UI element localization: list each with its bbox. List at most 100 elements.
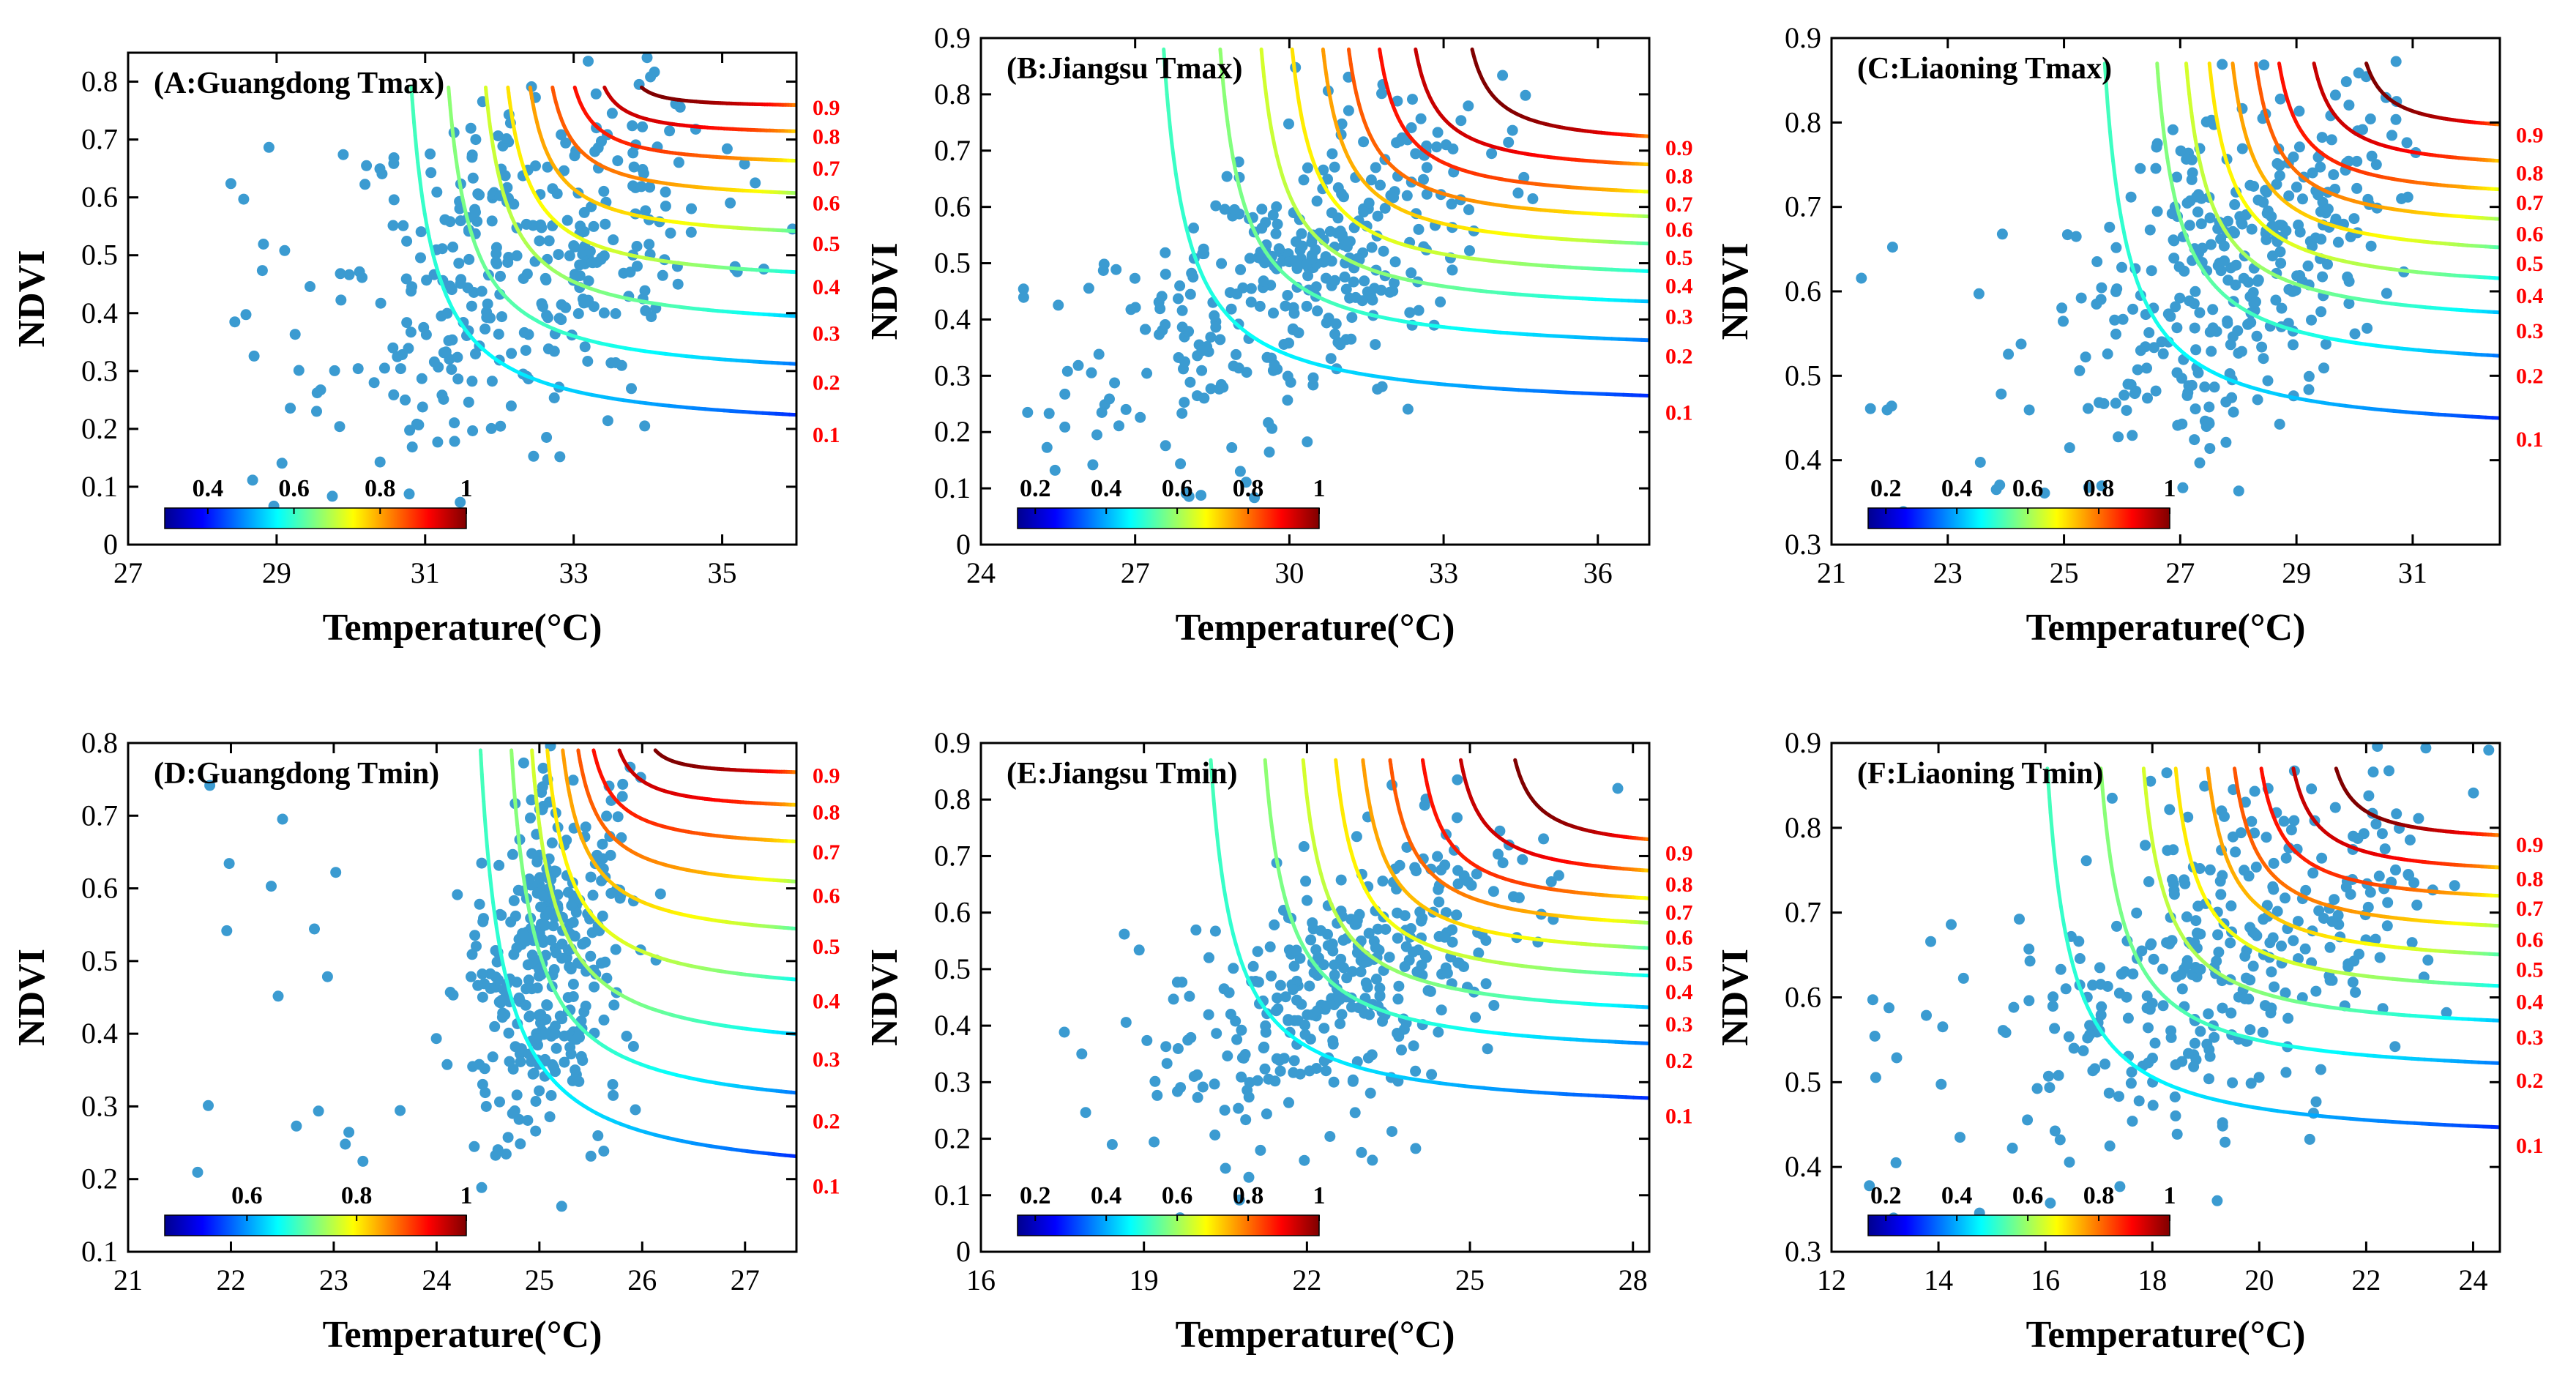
data-point (1418, 173, 1429, 185)
data-point (1996, 388, 2007, 400)
data-point (1392, 993, 1404, 1005)
data-point (1264, 941, 1276, 952)
data-point (466, 149, 478, 161)
data-point (627, 1041, 639, 1052)
y-tick-label: 0.7 (81, 799, 118, 832)
data-point (2260, 184, 2271, 196)
data-point (266, 881, 277, 892)
data-point (2343, 100, 2355, 111)
data-point (626, 383, 637, 395)
data-point (1225, 303, 1237, 315)
data-point (1402, 403, 1414, 415)
data-point (449, 417, 460, 429)
data-point (238, 193, 250, 205)
data-point (496, 1012, 508, 1023)
y-tick-label: 0.2 (81, 412, 118, 445)
panel-title: (C:Liaoning Tmax) (1857, 52, 2112, 86)
data-point (400, 394, 411, 406)
data-point (1377, 876, 1389, 887)
data-point (1344, 292, 1356, 304)
data-point (2220, 436, 2232, 448)
panel-title: (B:Jiangsu Tmax) (1007, 52, 1242, 86)
data-point (2074, 953, 2086, 964)
data-point (2023, 404, 2035, 416)
colorbar-tick-label: 0.6 (2012, 475, 2044, 502)
data-point (2342, 958, 2354, 970)
contour-lines (2102, 61, 2500, 420)
x-tick-label: 33 (1429, 556, 1458, 589)
y-tick-label: 0.3 (1785, 528, 1821, 561)
data-point (1299, 1154, 1310, 1166)
data-point (602, 415, 613, 427)
data-point (2376, 828, 2388, 840)
data-point (2310, 1096, 2322, 1108)
data-point (1203, 1009, 1214, 1020)
x-tick-label: 29 (2282, 556, 2311, 589)
data-point (2103, 1087, 2115, 1099)
x-tick-label: 35 (708, 556, 737, 589)
data-point (1210, 200, 1222, 212)
contour-label: 0.6 (813, 192, 840, 216)
data-point (2186, 379, 2198, 391)
data-point (1376, 88, 1387, 100)
data-point (612, 155, 624, 167)
data-point (2236, 143, 2248, 154)
panel-1: 0.10.20.30.40.50.60.70.80.924 27 30 33 3600.… (864, 21, 1693, 649)
data-point (2195, 193, 2207, 204)
data-point (2049, 1023, 2061, 1034)
data-point (470, 134, 482, 146)
data-point (1236, 1071, 1247, 1083)
data-point (2075, 292, 2087, 304)
contour-label: 0.4 (813, 990, 840, 1014)
contour-label: 0.9 (813, 764, 840, 788)
data-point (1335, 953, 1347, 965)
data-point (1996, 228, 2008, 240)
data-point (2218, 240, 2230, 252)
data-point (1272, 218, 1283, 230)
data-point (2140, 840, 2151, 851)
data-point (277, 813, 288, 825)
data-point (2141, 1002, 2153, 1014)
data-point (2268, 884, 2280, 895)
contour-line-0.5 (1321, 47, 1649, 246)
colorbar-tick-label: 0.8 (2083, 1182, 2115, 1209)
data-point (580, 821, 591, 833)
y-tick-label: 0.8 (934, 78, 971, 111)
data-point (597, 853, 608, 865)
x-tick-label: 16 (966, 1263, 996, 1296)
data-point (441, 1059, 453, 1070)
data-point (1329, 275, 1340, 286)
data-point (494, 908, 506, 920)
data-point (2390, 864, 2401, 876)
data-point (1160, 269, 1171, 280)
data-point (2222, 215, 2233, 227)
data-point (1421, 188, 1433, 200)
data-point (2390, 56, 2402, 67)
data-point (2181, 389, 2193, 401)
data-point (1258, 1042, 1269, 1054)
data-point (1318, 1023, 1330, 1034)
data-point (2303, 370, 2315, 382)
data-point (471, 215, 483, 227)
data-point (2104, 221, 2116, 233)
data-point (2229, 199, 2241, 210)
data-point (2365, 240, 2377, 252)
contour-line-0.4 (1290, 47, 1649, 273)
data-point (520, 983, 532, 995)
data-point (2132, 364, 2143, 376)
data-point (2125, 379, 2137, 390)
data-point (1435, 296, 1446, 307)
contour-label: 0.4 (1665, 980, 1693, 1004)
data-point (2217, 1120, 2228, 1132)
data-point (1098, 258, 1110, 270)
data-point (1517, 854, 1528, 865)
data-point (2094, 962, 2105, 974)
data-point (1372, 210, 1384, 222)
colorbar (164, 1214, 467, 1236)
data-point (640, 205, 652, 217)
data-point (2023, 944, 2035, 955)
data-point (2181, 198, 2193, 209)
colorbar (1867, 507, 2170, 529)
data-point (2207, 322, 2219, 334)
y-tick-label: 0.1 (81, 1235, 118, 1268)
